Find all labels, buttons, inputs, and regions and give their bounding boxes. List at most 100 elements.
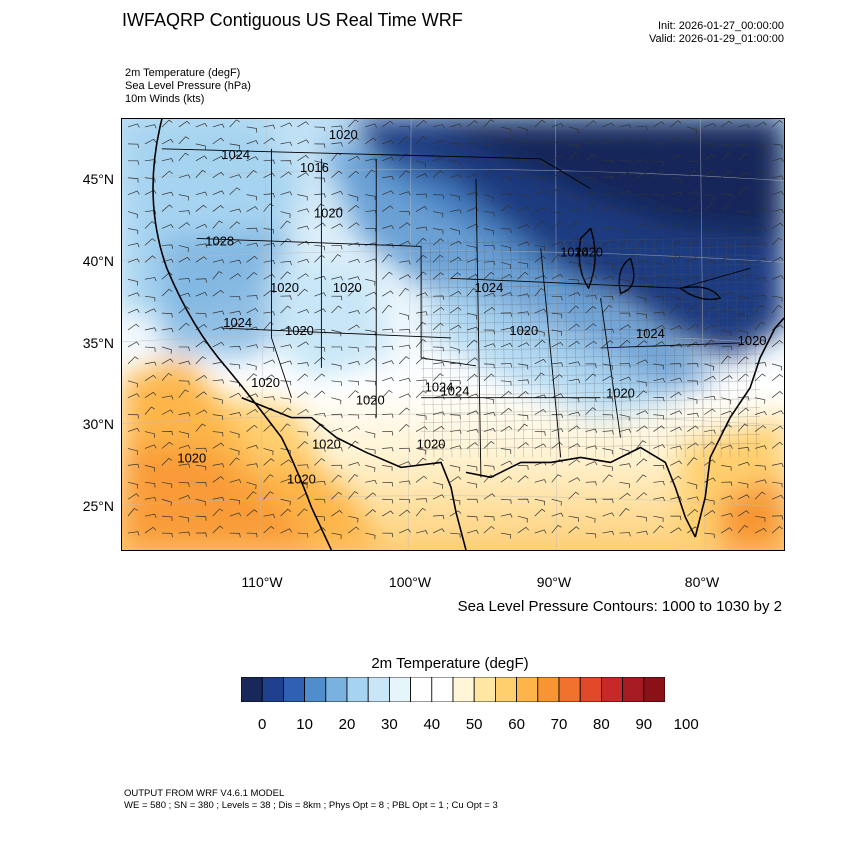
wind-barb xyxy=(212,476,224,483)
wind-barb xyxy=(500,498,512,504)
wind-barb xyxy=(483,119,495,128)
wind-barb xyxy=(212,155,225,162)
wind-barb xyxy=(348,515,359,523)
wind-barb xyxy=(331,510,343,517)
wind-barb xyxy=(331,125,343,130)
wind-barb xyxy=(754,152,766,162)
wind-barb xyxy=(771,441,784,449)
wind-barb xyxy=(517,329,529,335)
wind-barb xyxy=(449,160,461,167)
wind-barb xyxy=(636,329,648,335)
wind-barb xyxy=(263,359,276,365)
wind-barb xyxy=(687,221,699,229)
wind-barb xyxy=(771,340,783,348)
wind-barb xyxy=(602,530,615,536)
wind-barb xyxy=(619,428,632,433)
wind-barb xyxy=(229,240,242,246)
wind-barb xyxy=(687,380,699,385)
wind-barb xyxy=(398,287,409,297)
wind-barb xyxy=(738,243,750,248)
wind-barb xyxy=(483,228,494,235)
wind-barb xyxy=(619,124,632,129)
county-line xyxy=(546,238,551,458)
wind-barb xyxy=(331,190,344,195)
wind-barb xyxy=(195,204,207,212)
wind-barb xyxy=(280,327,293,332)
wind-barb xyxy=(483,211,495,217)
county-line xyxy=(421,434,761,441)
wind-barb xyxy=(399,528,411,534)
wind-barb xyxy=(297,441,309,449)
wind-barb xyxy=(382,290,394,297)
wind-barb xyxy=(704,273,716,280)
wind-barb xyxy=(771,143,783,150)
wind-barb xyxy=(144,444,157,449)
wind-barb xyxy=(331,295,343,301)
wind-barb xyxy=(382,175,394,181)
wind-barb xyxy=(670,391,682,398)
wind-barb xyxy=(636,440,647,449)
wind-barb xyxy=(229,392,242,399)
wind-barb xyxy=(483,245,495,250)
wind-barb xyxy=(670,445,682,450)
wind-barb xyxy=(127,243,140,248)
wind-barb xyxy=(466,191,479,196)
wind-barb xyxy=(534,245,546,251)
wind-barb xyxy=(619,288,630,297)
wind-barb xyxy=(551,413,563,419)
wind-barb xyxy=(212,190,225,195)
wind-barb xyxy=(178,431,189,438)
colorbar-swatch xyxy=(241,677,263,702)
wind-barb xyxy=(568,425,580,432)
wind-barb xyxy=(314,480,326,486)
slp-contour-label: 1020 xyxy=(574,244,603,259)
county-line xyxy=(474,238,480,458)
wind-barb xyxy=(297,225,310,230)
wind-barb xyxy=(670,254,681,263)
wind-barb xyxy=(365,448,376,455)
wind-barb xyxy=(585,227,597,233)
wind-barb xyxy=(178,174,191,179)
wind-barb xyxy=(263,346,275,352)
county-line xyxy=(537,238,542,458)
wind-barb xyxy=(517,379,530,384)
county-line xyxy=(421,246,761,253)
wind-barb xyxy=(568,221,580,229)
wind-barb xyxy=(534,394,547,399)
wind-barb xyxy=(433,346,444,352)
wind-barb xyxy=(195,312,207,318)
wind-barb xyxy=(568,237,580,246)
wind-barb xyxy=(127,380,138,388)
wind-barb xyxy=(348,491,359,500)
lon-label: 110°W xyxy=(241,574,283,590)
wind-barb xyxy=(348,390,359,398)
county-line xyxy=(438,238,444,458)
county-line xyxy=(465,238,471,458)
county-line xyxy=(483,238,489,458)
wind-barb xyxy=(433,514,445,520)
wind-barb xyxy=(348,170,360,178)
county-line xyxy=(726,238,731,458)
wind-barb xyxy=(399,211,411,216)
wind-barb xyxy=(551,211,562,218)
wind-barb xyxy=(619,278,630,285)
wind-barb xyxy=(670,377,683,382)
wind-barb xyxy=(263,228,274,234)
wind-barb xyxy=(754,425,767,432)
wind-barb xyxy=(687,170,698,178)
wind-barb xyxy=(161,244,174,249)
county-line xyxy=(421,371,761,378)
wind-barb xyxy=(670,136,682,145)
wind-barb xyxy=(602,193,614,198)
wind-barb xyxy=(636,380,647,387)
wind-barb xyxy=(195,374,208,382)
init-time: Init: 2026-01-27_00:00:00 xyxy=(658,20,784,32)
wind-barb xyxy=(229,154,241,162)
wind-barb xyxy=(280,260,292,266)
wind-barb xyxy=(314,447,326,452)
wind-barb xyxy=(670,363,682,368)
county-line xyxy=(690,238,695,458)
wind-barb xyxy=(297,341,309,348)
wind-barb xyxy=(636,125,648,130)
footer-config: WE = 580 ; SN = 380 ; Levels = 38 ; Dis … xyxy=(124,800,498,811)
